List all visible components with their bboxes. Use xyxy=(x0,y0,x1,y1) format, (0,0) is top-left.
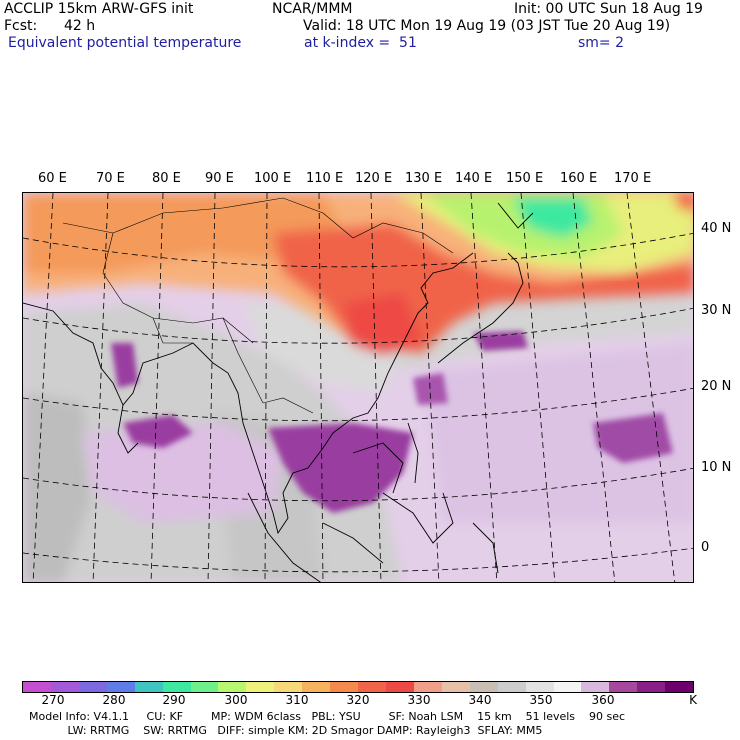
model-info-line2: LW: RRTMG SW: RRTMG DIFF: simple KM: 2D … xyxy=(29,724,543,737)
lon-label: 70 E xyxy=(96,171,125,186)
colorbar-swatch xyxy=(358,682,386,692)
colorbar-swatch xyxy=(525,682,554,692)
colorbar-tick: 270 xyxy=(41,693,65,707)
colorbar-swatch xyxy=(581,682,610,692)
lat-label: 40 N xyxy=(701,221,732,236)
lon-label: 110 E xyxy=(306,171,344,186)
colorbar-tick: 290 xyxy=(162,693,186,707)
coastlines xyxy=(23,202,534,582)
colorbar-swatch xyxy=(413,682,442,692)
model-info-line1: Model Info: V4.1.1 CU: KF MP: WDM 6class… xyxy=(29,710,626,723)
lon-label: 90 E xyxy=(205,171,234,186)
colorbar-swatch xyxy=(134,682,163,692)
colorbar-swatch xyxy=(441,682,470,692)
colorbar-swatch xyxy=(553,682,582,692)
smoothing-info: sm= 2 xyxy=(578,35,625,51)
colorbar-swatch xyxy=(246,682,275,692)
level-info: at k-index = 51 xyxy=(304,35,417,51)
colorbar-swatch xyxy=(609,682,638,692)
organization: NCAR/MMM xyxy=(272,1,353,17)
lon-label: 140 E xyxy=(455,171,493,186)
map-canvas xyxy=(23,193,693,582)
colorbar-tick: 360 xyxy=(591,693,615,707)
lon-label: 60 E xyxy=(38,171,67,186)
colorbar-swatch xyxy=(469,682,498,692)
lat-label: 10 N xyxy=(701,460,732,475)
forecast-hours: 42 h xyxy=(64,18,96,34)
colorbar-swatch xyxy=(665,682,694,692)
lon-label: 170 E xyxy=(614,171,652,186)
colorbar-swatch xyxy=(162,682,191,692)
colorbar-swatch xyxy=(190,682,219,692)
colorbar-tick: 330 xyxy=(407,693,431,707)
colorbar-tick: 280 xyxy=(102,693,126,707)
lon-label: 80 E xyxy=(152,171,181,186)
lon-label: 130 E xyxy=(405,171,443,186)
colorbar-swatch xyxy=(50,682,79,692)
lat-label: 0 xyxy=(701,540,710,555)
model-title: ACCLIP 15km ARW-GFS init xyxy=(4,1,194,17)
colorbar-swatch xyxy=(218,682,247,692)
init-time: Init: 00 UTC Sun 18 Aug 19 xyxy=(514,1,703,17)
colorbar-tick: 310 xyxy=(285,693,309,707)
lon-label: 120 E xyxy=(355,171,393,186)
colorbar-unit: K xyxy=(689,693,697,707)
colorbar-swatch xyxy=(274,682,303,692)
valid-time: Valid: 18 UTC Mon 19 Aug 19 (03 JST Tue … xyxy=(303,18,671,34)
colorbar-swatch xyxy=(637,682,666,692)
colorbar-swatch xyxy=(330,682,359,692)
field-cold-region xyxy=(393,193,693,273)
lat-label: 20 N xyxy=(701,379,732,394)
colorbar-swatch xyxy=(23,682,51,692)
colorbar xyxy=(22,681,694,693)
colorbar-swatch xyxy=(497,682,526,692)
borders xyxy=(62,197,454,414)
graticule xyxy=(23,193,693,582)
colorbar-swatch xyxy=(78,682,107,692)
lon-label: 150 E xyxy=(506,171,544,186)
colorbar-tick: 350 xyxy=(529,693,553,707)
theta-e-map xyxy=(22,192,694,583)
field-purple-patches xyxy=(111,331,673,513)
colorbar-swatch xyxy=(302,682,331,692)
colorbar-swatch xyxy=(385,682,414,692)
lat-label: 30 N xyxy=(701,303,732,318)
colorbar-tick: 320 xyxy=(346,693,370,707)
colorbar-tick: 300 xyxy=(224,693,248,707)
field-name: Equivalent potential temperature xyxy=(8,35,242,51)
lon-label: 100 E xyxy=(254,171,292,186)
lon-label: 160 E xyxy=(560,171,598,186)
field-lavender-areas xyxy=(83,343,693,523)
colorbar-tick: 340 xyxy=(468,693,492,707)
colorbar-swatch xyxy=(106,682,135,692)
forecast-label: Fcst: xyxy=(4,18,38,34)
